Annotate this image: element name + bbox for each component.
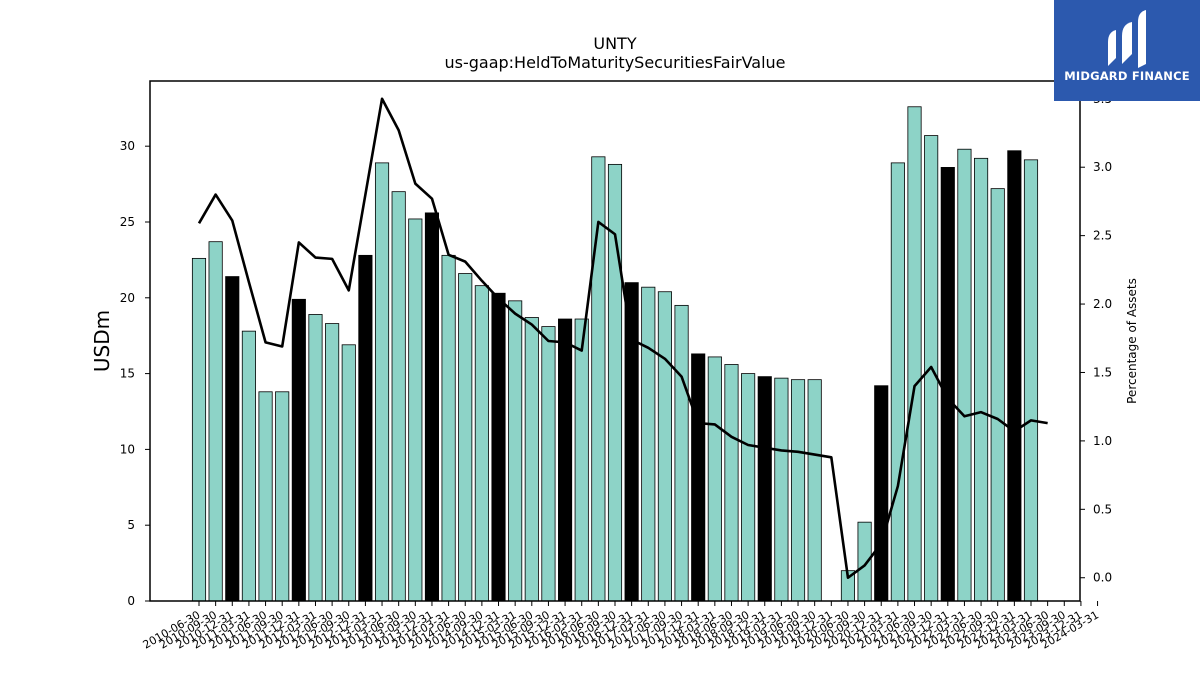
x-axis: 2010-06-302010-09-302010-12-312011-03-31… [141,601,1101,652]
bar [191,257,207,602]
bar [724,364,739,602]
y2-tick-label: 2.5 [1093,229,1112,243]
midgard-finance-logo: MIDGARD FINANCE [1054,0,1200,101]
bar [358,254,373,602]
y2-tick-label: 2.0 [1093,297,1112,311]
bar [574,318,589,602]
bar [508,300,523,602]
bar [857,521,872,602]
bar [458,273,473,602]
line-layer [197,97,1048,580]
bar [258,391,273,602]
bar [441,254,456,602]
bar [491,292,506,602]
chart-subtitle: us-gaap:HeldToMaturitySecuritiesFairValu… [444,53,785,72]
bar [1023,159,1039,602]
y-tick-label: 5 [127,518,135,532]
bar [807,379,822,602]
bar [275,391,290,602]
y2-tick-label: 1.0 [1093,434,1112,448]
y2-tick-label: 1.5 [1093,365,1112,379]
y2-tick-label: 0.5 [1093,502,1112,516]
bar [890,162,905,602]
bar [291,298,306,602]
bar [524,317,539,602]
pct-of-assets-line [197,97,1048,580]
bar [225,276,240,602]
y2-axis-label: Percentage of Assets [1125,278,1139,404]
y-tick-label: 15 [120,367,135,381]
bar [341,344,356,602]
bar [641,286,656,602]
bar [907,106,922,602]
y2-tick-label: 3.0 [1093,160,1112,174]
bar [990,188,1005,602]
bar [308,314,323,602]
bar [558,318,573,602]
bar [424,212,440,602]
bar [874,385,889,602]
bar [325,323,340,602]
bar [241,330,256,602]
y-tick-label: 30 [120,139,135,153]
y-tick-label: 10 [120,442,135,456]
y2-axis: 0.00.51.01.52.02.53.03.5 [1080,92,1112,585]
bar [974,157,989,602]
chart-title: UNTY [593,34,636,53]
bar [541,326,556,602]
bar [208,241,223,602]
logo-text: MIDGARD FINANCE [1064,69,1190,83]
bar [790,379,806,602]
y-axis: 0 5 10 15 20 25 30 [120,139,150,608]
bars-layer [191,106,1039,602]
y-tick-label: 20 [120,291,135,305]
bar [691,353,706,602]
bar [474,285,489,602]
bar [757,376,772,602]
bar [374,162,390,602]
midgard-logo-icon [1108,10,1146,68]
bar [741,373,756,602]
bar [1007,150,1022,602]
bar [674,304,689,602]
bar [940,167,955,602]
y-tick-label: 0 [127,594,135,608]
bar [657,291,672,602]
bar [391,191,406,602]
bar [408,218,423,602]
bar [774,377,789,602]
bar [957,148,972,602]
bar [707,356,722,602]
bar [624,282,639,602]
y2-tick-label: 0.0 [1093,571,1112,585]
y-axis-label: USDm [90,310,114,372]
y-tick-label: 25 [120,215,135,229]
